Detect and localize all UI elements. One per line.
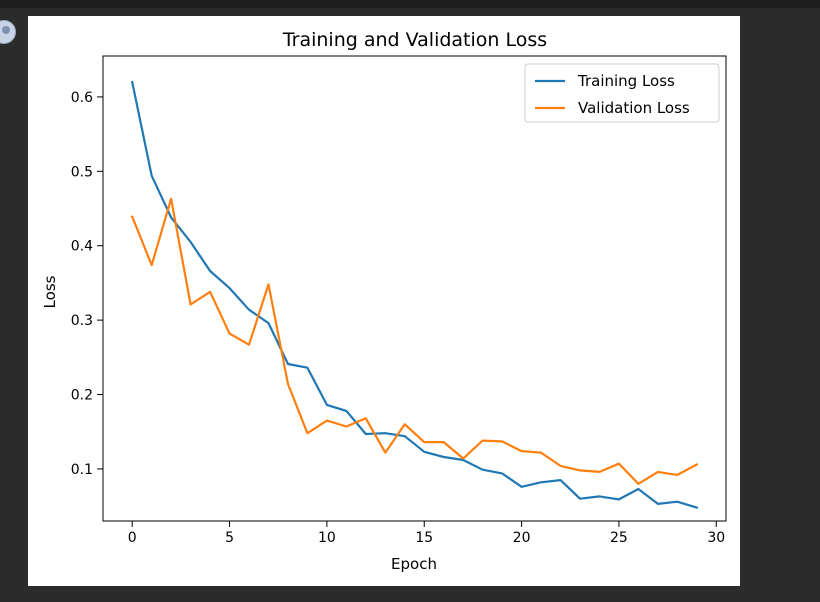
training-loss-line — [130, 80, 699, 509]
y-tick-label: 0.2 — [71, 388, 93, 404]
x-tick-label: 0 — [128, 530, 137, 546]
legend-box — [524, 63, 720, 123]
x-tick-label: 15 — [415, 530, 433, 546]
y-tick-label: 0.5 — [71, 164, 93, 180]
legend-label: Validation Loss — [578, 99, 690, 117]
series-lines — [130, 80, 699, 509]
y-tick-label: 0.3 — [71, 313, 93, 329]
chart-title: Training and Validation Loss — [282, 29, 547, 51]
chart-figure: Training and Validation Loss Epoch Loss … — [28, 16, 740, 586]
y-tick-label: 0.6 — [71, 90, 93, 106]
validation-loss-line — [130, 197, 699, 485]
x-tick-label: 10 — [318, 530, 336, 546]
axis-ticks: 0 5 10 15 20 25 30 0.1 0.2 0.3 0.4 0.5 0.6 — [71, 90, 725, 546]
loss-chart: Training and Validation Loss Epoch Loss … — [41, 29, 727, 573]
y-tick-label: 0.4 — [71, 239, 93, 255]
y-tick-label: 0.1 — [71, 462, 93, 478]
x-tick-label: 30 — [707, 530, 725, 546]
x-axis-label: Epoch — [391, 555, 437, 573]
axes-frame — [102, 55, 727, 522]
y-axis-label: Loss — [41, 275, 59, 308]
x-tick-label: 25 — [610, 530, 628, 546]
legend: Training Loss Validation Loss — [524, 63, 720, 123]
legend-label: Training Loss — [577, 72, 675, 90]
window-top-bar — [0, 0, 820, 8]
x-tick-label: 5 — [225, 530, 234, 546]
avatar[interactable] — [0, 20, 16, 44]
x-tick-label: 20 — [513, 530, 531, 546]
